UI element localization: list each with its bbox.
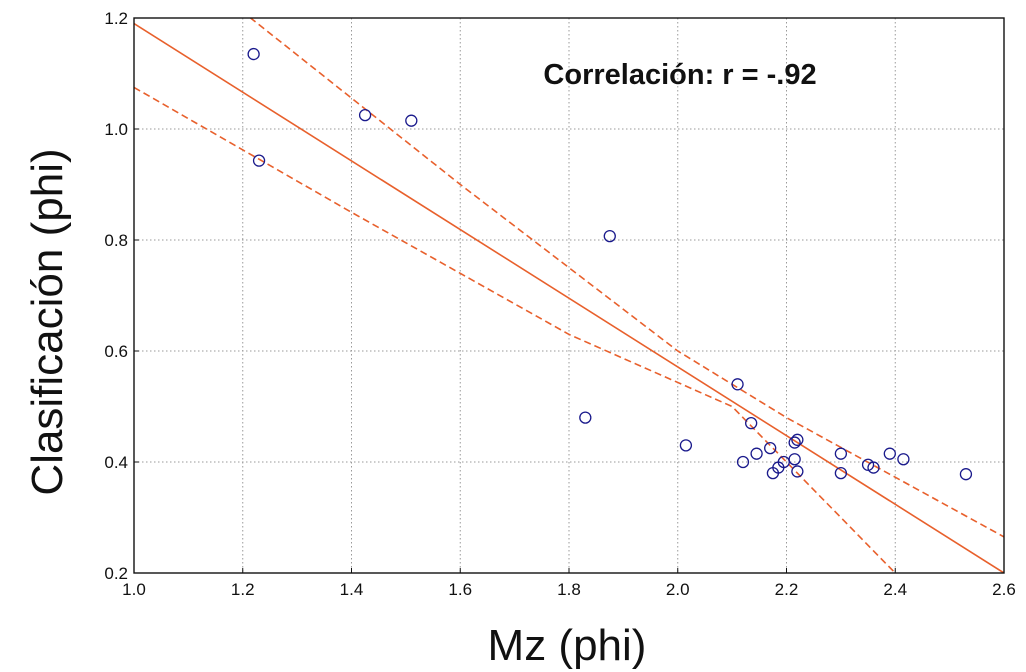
scatter-point — [791, 465, 804, 478]
scatter-point — [883, 447, 896, 460]
scatter-point — [750, 447, 763, 460]
y-axis-ticks: 0.2 0.4 0.6 0.8 1.0 1.2 — [104, 9, 139, 583]
scatter-point — [731, 378, 744, 391]
scatter-point — [252, 154, 266, 167]
x-axis-ticks: 1.0 1.2 1.4 1.6 1.8 2.0 2.2 2.4 2.6 — [122, 568, 1016, 599]
scatter-point — [247, 47, 260, 61]
y-tick-label: 1.0 — [104, 120, 128, 139]
x-tick-label: 1.0 — [122, 580, 146, 599]
scatter-point — [405, 114, 418, 127]
data-points — [247, 47, 973, 481]
scatter-point — [358, 108, 372, 122]
scatter-point — [579, 411, 592, 424]
scatter-point — [959, 468, 973, 481]
scatter-point — [788, 453, 801, 466]
grid-lines — [134, 18, 1004, 573]
x-tick-label: 2.2 — [775, 580, 799, 599]
regression-line — [134, 22, 1004, 573]
y-tick-label: 0.8 — [104, 231, 128, 250]
scatter-point — [745, 416, 758, 430]
fit-lines — [134, 18, 1004, 573]
correlation-annotation: Correlación: r = -.92 — [543, 59, 816, 91]
y-tick-label: 0.6 — [104, 342, 128, 361]
x-tick-label: 2.0 — [666, 580, 690, 599]
scatter-point — [736, 455, 750, 469]
scatter-point — [834, 447, 848, 460]
x-tick-label: 1.8 — [557, 580, 581, 599]
scatter-point — [791, 433, 804, 446]
scatter-point — [834, 466, 848, 480]
confidence-lower-line — [134, 86, 896, 573]
x-tick-label: 1.4 — [340, 580, 364, 599]
x-tick-label: 2.4 — [883, 580, 907, 599]
confidence-upper-line — [249, 18, 1004, 538]
scatter-point — [764, 441, 777, 455]
scatter-point — [679, 439, 693, 452]
x-tick-label: 1.6 — [448, 580, 472, 599]
scatter-point — [867, 461, 880, 474]
y-tick-label: 1.2 — [104, 9, 128, 28]
y-tick-label: 0.4 — [104, 453, 128, 472]
x-tick-label: 1.2 — [231, 580, 255, 599]
scatter-point — [788, 436, 801, 449]
scatter-point — [897, 453, 910, 466]
scatter-point — [603, 229, 616, 243]
x-tick-label: 2.6 — [992, 580, 1016, 599]
x-axis-title: Mz (phi) — [488, 621, 647, 670]
y-tick-label: 0.2 — [104, 564, 128, 583]
y-axis-title: Clasificación (phi) — [23, 148, 72, 495]
